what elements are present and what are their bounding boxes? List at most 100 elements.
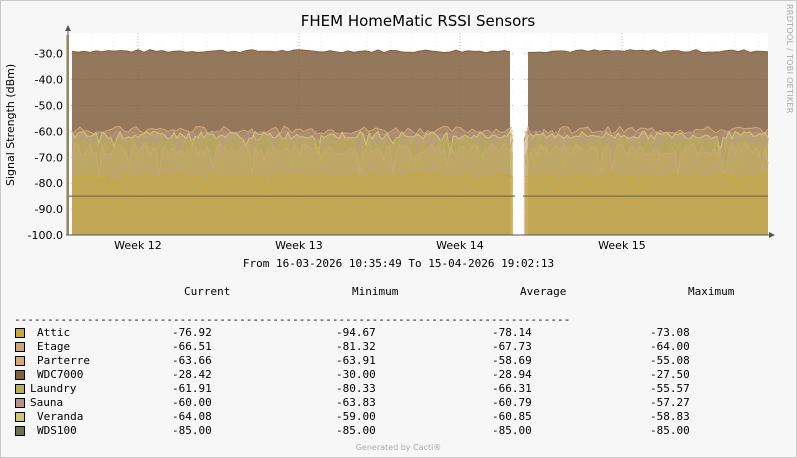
footer-credit: Generated by Cacti® bbox=[355, 443, 442, 452]
legend-swatch bbox=[15, 426, 25, 436]
legend-maximum-value: -58.83 bbox=[650, 410, 690, 423]
legend-name: Attic bbox=[37, 326, 71, 339]
legend-maximum-value: -57.27 bbox=[650, 396, 690, 409]
area-sauna bbox=[72, 131, 512, 235]
legend-row-sauna: Sauna -60.00 -63.83 -60.79 -57.27 bbox=[0, 396, 797, 410]
chart-title: FHEM HomeMatic RSSI Sensors bbox=[300, 12, 536, 30]
legend-minimum-value: -63.91 bbox=[336, 354, 376, 367]
line-parterre bbox=[523, 125, 769, 142]
legend-current-value: -28.42 bbox=[172, 368, 212, 381]
legend-row-wdc7000: WDC7000 -28.42 -30.00 -28.94 -27.50 bbox=[0, 368, 797, 382]
x-tick-label: Week 13 bbox=[275, 239, 323, 252]
y-tick-label: -80.0 bbox=[35, 177, 63, 190]
y-axis-arrow bbox=[65, 25, 71, 31]
y-tick-label: -30.0 bbox=[35, 48, 63, 61]
legend-average-value: -28.94 bbox=[492, 368, 532, 381]
area-veranda bbox=[72, 131, 513, 235]
area-etage bbox=[525, 143, 768, 235]
legend-row-etage: Etage -66.51 -81.32 -67.73 -64.00 bbox=[0, 340, 797, 354]
legend-minimum-value: -85.00 bbox=[336, 424, 376, 437]
legend-average-value: -85.00 bbox=[492, 424, 532, 437]
legend-current-value: -76.92 bbox=[172, 326, 212, 339]
legend-row-laundry: Laundry -61.91 -80.33 -66.31 -55.57 bbox=[0, 382, 797, 396]
legend-name: Etage bbox=[37, 340, 71, 353]
line-etage bbox=[71, 142, 514, 180]
line-veranda bbox=[524, 130, 769, 152]
period-text: From 16-03-2026 10:35:49 To 15-04-2026 1… bbox=[242, 257, 555, 270]
y-tick-label: -60.0 bbox=[35, 125, 63, 138]
line-laundry bbox=[71, 136, 514, 177]
legend-name: Veranda bbox=[37, 410, 84, 423]
legend-swatch bbox=[15, 412, 25, 422]
legend-name: Laundry bbox=[30, 382, 77, 395]
area-attic bbox=[72, 173, 513, 235]
line-attic bbox=[71, 173, 514, 198]
line-laundry bbox=[524, 136, 769, 180]
legend-header-maximum: Maximum bbox=[688, 285, 735, 298]
legend-separator: ----------------------------------------… bbox=[14, 313, 571, 326]
legend-row-parterre: Parterre -63.66 -63.91 -58.69 -55.08 bbox=[0, 354, 797, 368]
legend-swatch bbox=[15, 384, 25, 394]
legend-average-value: -78.14 bbox=[492, 326, 532, 339]
legend-swatch bbox=[15, 328, 25, 338]
rrdtool-credit: RRDTOOL / TOBI OETIKER bbox=[785, 4, 794, 114]
legend-average-value: -58.69 bbox=[492, 354, 532, 367]
legend-header-average: Average bbox=[520, 285, 567, 298]
legend-swatch bbox=[15, 356, 25, 366]
area-laundry bbox=[72, 137, 513, 235]
legend-maximum-value: -85.00 bbox=[650, 424, 690, 437]
x-tick-label: Week 14 bbox=[436, 239, 484, 252]
line-wdc7000 bbox=[528, 49, 769, 54]
x-axis-arrow bbox=[769, 232, 775, 238]
legend-header-minimum: Minimum bbox=[352, 285, 399, 298]
legend-average-value: -60.85 bbox=[492, 410, 532, 423]
legend-current-value: -60.00 bbox=[172, 396, 212, 409]
legend-maximum-value: -27.50 bbox=[650, 368, 690, 381]
area-veranda bbox=[525, 131, 768, 235]
legend-name: WDS100 bbox=[37, 424, 77, 437]
legend-row-attic: Attic -76.92 -94.67 -78.14 -73.08 bbox=[0, 326, 797, 340]
area-laundry bbox=[525, 138, 768, 235]
legend-maximum-value: -73.08 bbox=[650, 326, 690, 339]
line-sauna bbox=[71, 129, 513, 145]
legend-current-value: -85.00 bbox=[172, 424, 212, 437]
y-tick-label: -50.0 bbox=[35, 100, 63, 113]
y-tick-label: -70.0 bbox=[35, 151, 63, 164]
legend-minimum-value: -63.83 bbox=[336, 396, 376, 409]
line-attic bbox=[524, 173, 769, 195]
legend-average-value: -67.73 bbox=[492, 340, 532, 353]
data-gap bbox=[515, 33, 523, 235]
x-tick-label: Week 12 bbox=[114, 239, 162, 252]
legend-minimum-value: -30.00 bbox=[336, 368, 376, 381]
line-etage bbox=[524, 141, 769, 175]
legend-name: Parterre bbox=[37, 354, 90, 367]
legend-row-wds100: WDS100 -85.00 -85.00 -85.00 -85.00 bbox=[0, 424, 797, 438]
legend-current-value: -64.08 bbox=[172, 410, 212, 423]
x-tick-label: Week 15 bbox=[598, 239, 646, 252]
area-wdc7000 bbox=[72, 49, 510, 236]
line-wdc7000 bbox=[71, 49, 511, 54]
legend-average-value: -60.79 bbox=[492, 396, 532, 409]
area-sauna bbox=[524, 131, 768, 235]
area-wdc7000 bbox=[528, 49, 768, 236]
y-tick-label: -100.0 bbox=[28, 229, 63, 242]
area-parterre bbox=[524, 126, 768, 235]
legend-minimum-value: -94.67 bbox=[336, 326, 376, 339]
legend-current-value: -63.66 bbox=[172, 354, 212, 367]
line-veranda bbox=[71, 130, 514, 155]
legend-name: Sauna bbox=[30, 396, 64, 409]
legend-maximum-value: -55.08 bbox=[650, 354, 690, 367]
legend-current-value: -61.91 bbox=[172, 382, 212, 395]
legend-minimum-value: -80.33 bbox=[336, 382, 376, 395]
legend-average-value: -66.31 bbox=[492, 382, 532, 395]
legend-maximum-value: -55.57 bbox=[650, 382, 690, 395]
area-attic bbox=[525, 173, 768, 235]
legend-header-current: Current bbox=[184, 285, 231, 298]
legend-minimum-value: -59.00 bbox=[336, 410, 376, 423]
legend-minimum-value: -81.32 bbox=[336, 340, 376, 353]
area-etage bbox=[72, 143, 513, 235]
legend-swatch bbox=[15, 398, 25, 408]
legend-swatch bbox=[15, 370, 25, 380]
legend-row-veranda: Veranda -64.08 -59.00 -60.85 -58.83 bbox=[0, 410, 797, 424]
